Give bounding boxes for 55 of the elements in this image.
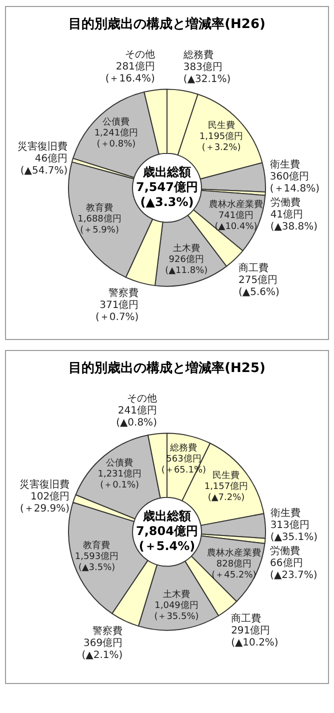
slice-label: 公債費 [102, 116, 130, 128]
data-label: 828億円 (＋45.2%) [212, 558, 256, 581]
data-label: 1,231億円 (＋0.1%) [98, 468, 142, 491]
data-label: 1,241億円 (＋0.8%) [94, 128, 138, 150]
data-label: 369億円 (▲2.1%) [82, 636, 123, 661]
data-label: 741億円 (▲10.4%) [214, 210, 258, 232]
slice-label: 総務費 [182, 49, 214, 62]
text: 歳出総額 [142, 164, 191, 179]
data-label: 1,157億円 (▲7.2%) [204, 480, 248, 503]
text: 7,804億円 [136, 524, 198, 538]
slice-label: 民生費 [212, 470, 240, 481]
chart-title: 目的別歳出の構成と増減率(H26) [68, 16, 266, 32]
slice-label: 土木費 [163, 589, 190, 600]
data-label: 275億円 (▲5.6%) [238, 274, 280, 298]
slice-label: 農林水産業費 [209, 199, 264, 210]
data-label: 313億円 (▲35.1%) [270, 519, 318, 544]
slice-label: 災害復旧費 [20, 478, 70, 490]
data-label: 926億円 (▲11.8%) [165, 254, 208, 276]
slice-label: 総務費 [169, 442, 198, 454]
slice-label: 商工費 [238, 262, 269, 274]
slice-label: 衛生費 [270, 507, 300, 520]
chart-title: 目的別歳出の構成と増減率(H25) [68, 360, 266, 376]
text: 7,547億円 [136, 180, 198, 194]
slice-label: 公債費 [106, 458, 134, 469]
data-label: 1,593億円 (▲3.5%) [74, 550, 119, 573]
text: (＋5.4%) [138, 538, 196, 553]
slice-label: 労働費 [270, 196, 300, 208]
slice-label: その他 [126, 392, 157, 404]
data-label: 102億円 (＋29.9%) [20, 490, 70, 514]
data-label: 1,688億円 (＋5.9%) [78, 214, 122, 236]
text: 歳出総額 [142, 508, 191, 523]
slice-label: 衛生費 [270, 158, 300, 170]
slice-label: 災害復旧費 [18, 140, 68, 152]
data-label: 66億円 (▲23.7%) [270, 557, 318, 582]
data-label: 291億円 (▲10.2%) [231, 624, 278, 649]
data-label: 46億円 (▲54.7%) [20, 152, 68, 176]
data-label: 1,195億円 (＋3.2%) [199, 131, 244, 154]
slice-label: 警察費 [92, 624, 123, 637]
slice-label: 民生費 [208, 120, 235, 132]
slice-label: 教育費 [83, 540, 110, 551]
data-label: 1,049億円 (＋35.5%) [154, 600, 199, 622]
slice-label: 土木費 [172, 243, 200, 254]
data-label: 371億円 (＋0.7%) [96, 298, 139, 323]
slice-label: その他 [124, 48, 155, 61]
slice-label: 教育費 [86, 202, 114, 214]
text: (▲3.3%) [140, 194, 194, 209]
data-label: 41億円 (▲38.8%) [270, 208, 318, 232]
data-label: 241億円 (▲0.8%) [116, 404, 158, 428]
slice-label: 労働費 [270, 545, 300, 558]
data-label: 360億円 (＋14.8%) [270, 170, 320, 194]
data-label: 383億円 (▲32.1%) [183, 61, 231, 86]
slice-label: 警察費 [108, 286, 139, 299]
data-label: 281億円 (＋16.4%) [105, 60, 156, 85]
slice-label: 商工費 [231, 612, 262, 625]
slice-label: 農林水産業費 [206, 548, 261, 559]
